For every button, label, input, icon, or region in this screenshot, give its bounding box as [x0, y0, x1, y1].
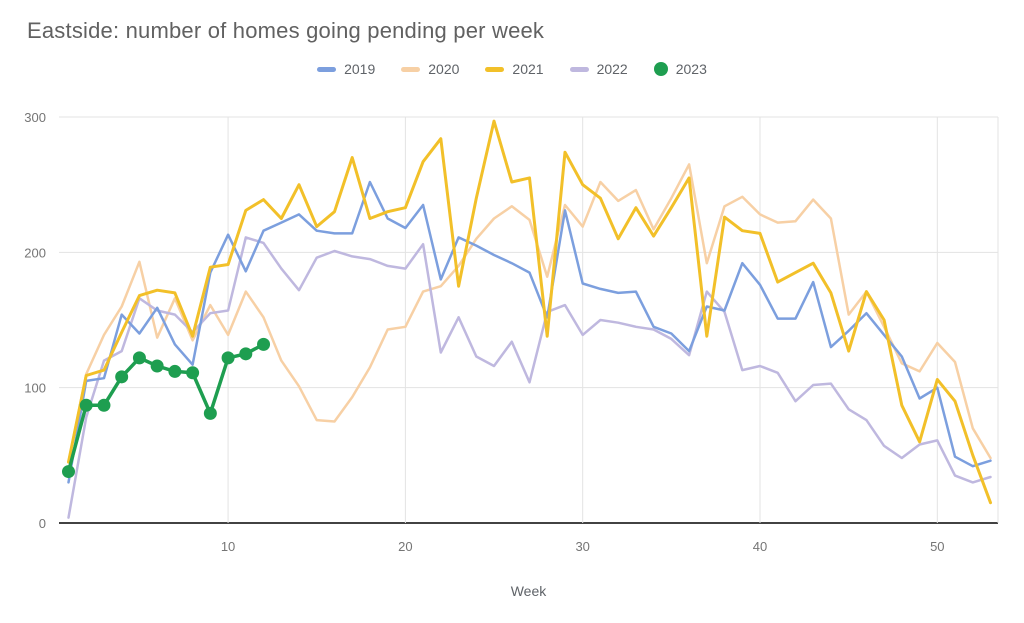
series-point-2023: [203, 406, 217, 420]
series-point-2023: [115, 370, 129, 384]
series-point-2023: [132, 351, 146, 365]
legend-item-2023: 2023: [653, 61, 707, 77]
legend-circle-marker-2023: [653, 62, 668, 76]
legend-dash-marker-2019: [317, 66, 337, 72]
legend-label-2022: 2022: [596, 61, 628, 77]
series-point-2023: [97, 398, 111, 412]
series-point-2023: [257, 337, 271, 351]
series-line-2023: [66, 342, 266, 474]
legend-item-2022: 2022: [569, 61, 628, 77]
x-tick-label: 10: [221, 539, 235, 554]
series-point-2023: [79, 398, 93, 412]
x-axis-title: Week: [510, 583, 547, 599]
x-tick-label: 20: [398, 539, 412, 554]
series-line-2019: [67, 180, 992, 484]
legend-label-2023: 2023: [675, 61, 707, 77]
series-point-2023: [221, 351, 235, 365]
legend-label-2021: 2021: [512, 61, 544, 77]
series-line-2020: [67, 163, 992, 464]
chart-title: Eastside: number of homes going pending …: [27, 18, 545, 43]
legend-item-2020: 2020: [401, 61, 459, 77]
x-tick-label: 30: [575, 539, 589, 554]
series-line-2022: [67, 236, 992, 519]
series-point-2023: [186, 366, 200, 380]
series-point-2023: [62, 465, 75, 479]
legend-item-2021: 2021: [485, 61, 544, 77]
legend-item-2019: 2019: [317, 61, 375, 77]
y-tick-label: 0: [39, 516, 46, 531]
series-point-2023: [150, 359, 164, 373]
y-tick-label: 100: [24, 381, 46, 396]
legend-label-2020: 2020: [428, 61, 460, 77]
legend-dash-marker-2021: [485, 66, 505, 72]
y-tick-label: 200: [24, 245, 46, 260]
legend-dash-marker-2020: [401, 66, 421, 72]
x-tick-label: 50: [930, 539, 944, 554]
y-tick-label: 300: [24, 110, 46, 125]
series-point-2023: [239, 347, 253, 361]
legend-label-2019: 2019: [344, 61, 376, 77]
legend-dash-marker-2022: [569, 66, 589, 72]
legend: 2019 2020 2021 2022 2023: [0, 56, 1024, 82]
series-line-2021: [67, 119, 992, 505]
series-point-2023: [168, 364, 182, 378]
x-tick-label: 40: [753, 539, 767, 554]
